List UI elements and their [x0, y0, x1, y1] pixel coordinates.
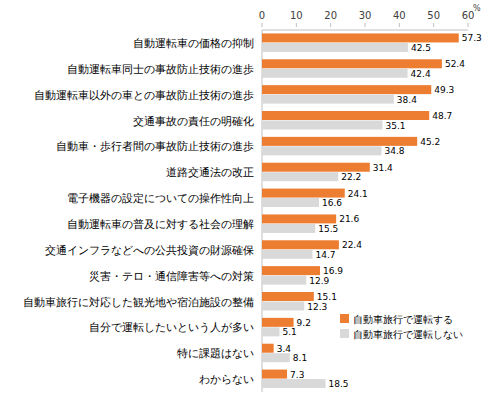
x-tick-label: 30: [359, 10, 372, 21]
data-labels: 57.3 42.5 52.4 42.449.3 38.4 48.7 35.1 45.2 34.8…: [277, 33, 482, 389]
bar: [262, 69, 408, 78]
x-tick-label: 40: [393, 10, 406, 21]
data-label: 9.2: [297, 318, 311, 328]
bar: [262, 33, 459, 42]
legend-swatch: [340, 329, 349, 338]
x-tick: [330, 23, 331, 27]
bar: [262, 370, 287, 379]
x-tick-label: 20: [324, 10, 337, 21]
bar: [262, 353, 290, 362]
x-tick: [399, 23, 400, 27]
bar: [262, 111, 429, 120]
bar: [262, 276, 306, 285]
bar: [262, 250, 312, 259]
category-label: 自分で運転したいという人が多い: [89, 321, 254, 334]
data-label: 45.2: [420, 137, 440, 147]
x-axis-line: [262, 30, 468, 31]
category-label: 自動車旅行に対応した観光地や宿泊施設の整備: [23, 296, 254, 308]
bar: [262, 85, 431, 94]
category-label: 交通インフラなどへの公共投資の財源確保: [45, 244, 254, 256]
x-tick: [468, 23, 469, 27]
data-label: 42.5: [411, 43, 431, 53]
category-label: 災害・テロ・通信障害等への対策: [89, 270, 254, 282]
x-tick: [262, 23, 263, 27]
bar: [262, 292, 314, 301]
data-label: 16.6: [322, 198, 342, 208]
data-label: 15.1: [317, 292, 337, 302]
data-label: 52.4: [445, 59, 465, 69]
x-tick: [433, 23, 434, 27]
chart-container: 0102030405060%57.342.552.442.449.338.448…: [0, 0, 502, 400]
category-label: 電子機器の設定についての操作性向上: [67, 192, 254, 204]
bar: [262, 327, 280, 336]
data-label: 22.2: [341, 172, 361, 182]
data-label: 34.8: [384, 146, 404, 156]
data-label: 21.6: [339, 214, 359, 224]
category-label: 自動運転車以外の車との事故防止技術の進歩: [34, 89, 254, 101]
legend: 自動車旅行で運転する自動車旅行で運転しない: [340, 314, 463, 340]
data-label: 8.1: [293, 353, 307, 363]
data-label: 12.3: [307, 302, 327, 312]
legend-swatch: [340, 314, 349, 323]
data-label: 5.1: [283, 327, 297, 337]
bar: [262, 121, 383, 130]
bar: [262, 379, 326, 388]
bar: [262, 302, 304, 311]
data-label: 38.4: [397, 95, 417, 105]
bar: [262, 172, 338, 181]
legend-label: 自動車旅行で運転しない: [353, 329, 463, 340]
bar: [262, 318, 294, 327]
category-label: 交通事故の責任の明確化: [133, 115, 254, 127]
legend-label: 自動車旅行で運転する: [353, 314, 453, 325]
y-axis-line: [262, 30, 263, 392]
category-label: 道路交通法の改正: [166, 166, 254, 178]
data-label: 24.1: [348, 189, 368, 199]
data-label: 22.4: [342, 240, 362, 250]
category-label: 自動運転車の普及に対する社会の理解: [67, 218, 254, 231]
bar: [262, 137, 417, 146]
data-label: 48.7: [432, 111, 452, 121]
bar: [262, 189, 345, 198]
bar: [262, 214, 336, 223]
data-label: 14.7: [315, 250, 335, 260]
x-tick: [365, 23, 366, 27]
category-label: 自動車・歩行者間の事故防止技術の進歩: [56, 140, 254, 152]
bar: [262, 43, 408, 52]
bar: [262, 146, 381, 155]
data-label: 57.3: [462, 33, 482, 43]
data-label: 42.4: [411, 69, 431, 79]
data-label: 3.4: [277, 344, 292, 354]
category-label: 特に課題はない: [177, 347, 254, 359]
bar: [262, 95, 394, 104]
bar: [262, 266, 320, 275]
data-label: 18.5: [329, 379, 349, 389]
x-tick-label: 50: [427, 10, 440, 21]
x-axis-label: %: [473, 4, 481, 13]
category-label: わからない: [199, 373, 254, 385]
data-label: 31.4: [373, 163, 393, 173]
data-label: 7.3: [290, 370, 304, 380]
x-tick-label: 10: [290, 10, 303, 21]
bar: [262, 224, 315, 233]
x-tick: [296, 23, 297, 27]
data-label: 49.3: [434, 85, 454, 95]
category-label: 自動運転車の価格の抑制: [133, 37, 254, 49]
data-label: 16.9: [323, 266, 343, 276]
x-tick-label: 0: [259, 10, 265, 21]
bar: [262, 198, 319, 207]
data-label: 15.5: [318, 224, 338, 234]
bar: [262, 163, 370, 172]
chart-svg: 0102030405060%57.342.552.442.449.338.448…: [0, 0, 502, 400]
data-label: 35.1: [386, 121, 406, 131]
bar: [262, 344, 274, 353]
bar: [262, 59, 442, 68]
data-label: 12.9: [309, 276, 329, 286]
bar: [262, 240, 339, 249]
category-label: 自動運転車同士の事故防止技術の進歩: [67, 63, 254, 75]
